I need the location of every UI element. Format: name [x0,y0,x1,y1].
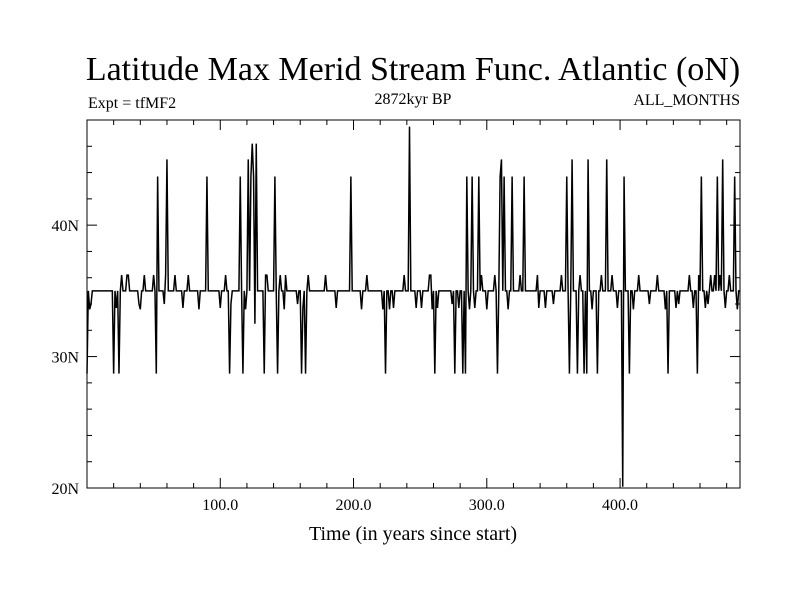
axis-tick-labels: 100.0 200.0 300.0 400.0 20N 30N 40N [51,218,638,514]
subtitle-center: 2872kyr BP [375,91,452,108]
y-tick-label: 30N [51,350,79,367]
latitude-series-line [86,126,740,487]
x-axis-label: Time (in years since start) [309,523,517,545]
subtitle-left: Expt = tfMF2 [88,95,176,112]
y-tick-label: 40N [51,218,79,235]
subtitle-right: ALL_MONTHS [633,92,740,109]
x-tick-label: 300.0 [469,497,505,514]
plot-frame [86,119,741,489]
chart-title: Latitude Max Merid Stream Func. Atlantic… [86,51,740,88]
x-tick-label: 200.0 [336,497,372,514]
x-tick-label: 400.0 [602,497,638,514]
x-tick-label: 100.0 [202,497,238,514]
y-tick-label: 20N [51,481,79,498]
